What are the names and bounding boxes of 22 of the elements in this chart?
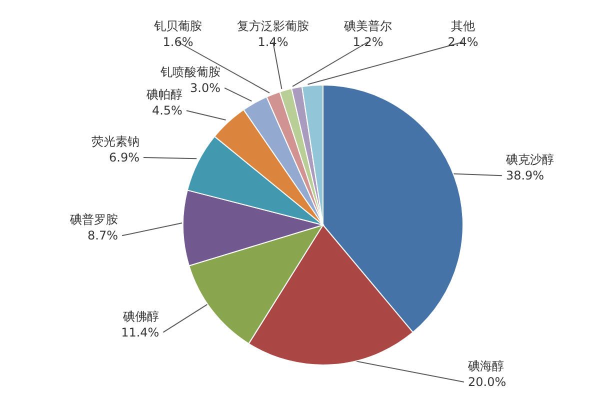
data-label: 1.6%: [162, 35, 194, 49]
slice-label: 复方泛影葡胺: [237, 19, 309, 33]
data-label: 2.4%: [448, 35, 478, 49]
data-label: 3.0%: [190, 80, 221, 95]
slice-label: 钆喷酸葡胺: [160, 64, 221, 79]
slice-label: 钆贝葡胺: [153, 19, 202, 33]
data-label: 6.9%: [109, 150, 140, 165]
slice-label: 碘普罗胺: [69, 212, 118, 227]
slice-label: 碘克沙醇: [504, 152, 554, 167]
slice-label: 其他: [451, 19, 475, 33]
data-label: 4.5%: [152, 104, 182, 118]
data-label: 1.4%: [258, 35, 288, 49]
data-label: 38.9%: [506, 168, 544, 183]
data-label: 1.2%: [352, 35, 384, 49]
data-label: 8.7%: [88, 228, 118, 243]
slice-label: 荧光素钠: [92, 134, 140, 149]
slice-label: 碘海醇: [467, 359, 504, 373]
data-label: 20.0%: [468, 375, 506, 389]
slice-label: 碘美普尔: [343, 19, 392, 33]
slice-label: 碘帕醇: [145, 88, 182, 102]
data-label: 11.4%: [121, 325, 160, 340]
slice-label: 碘佛醇: [122, 309, 160, 324]
